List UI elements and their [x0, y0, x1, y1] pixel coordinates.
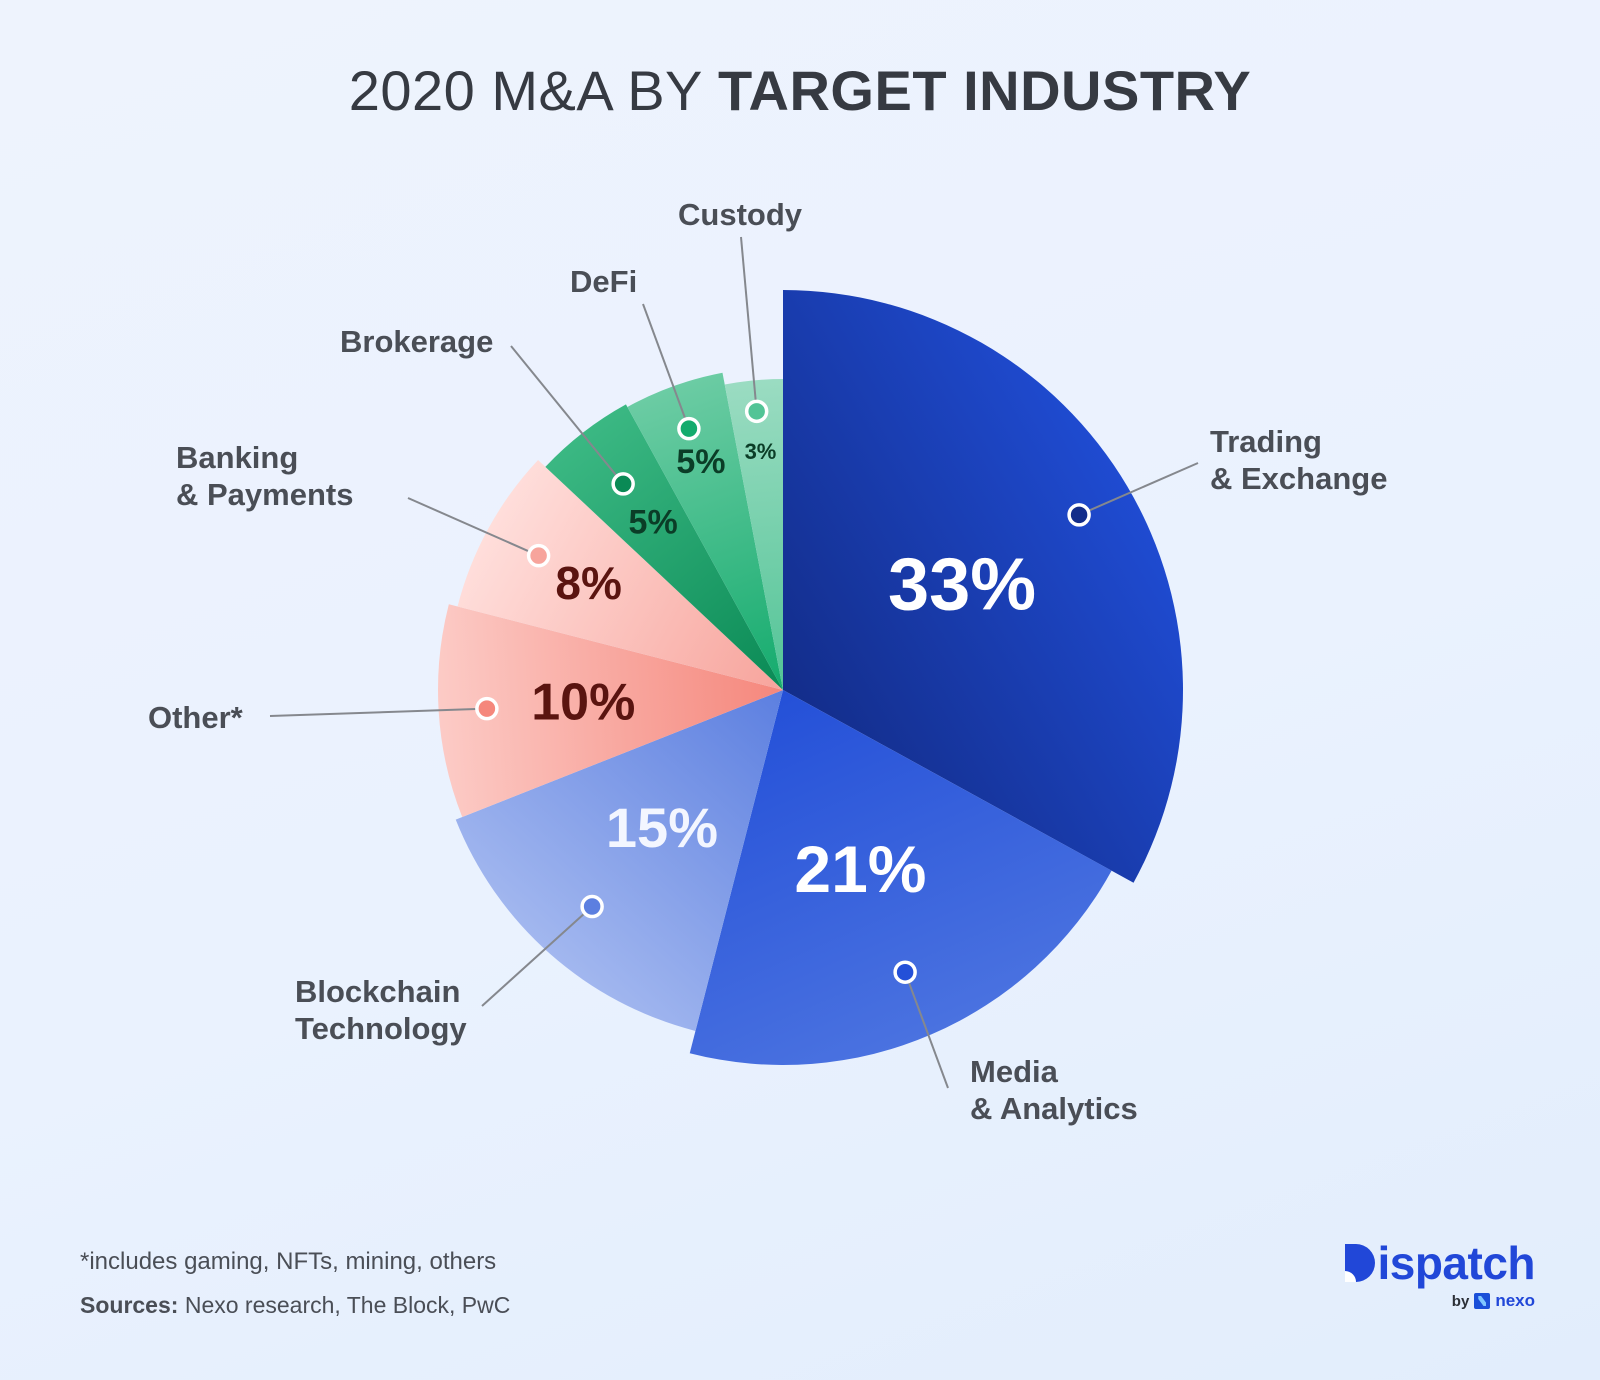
leader-line-other — [269, 707, 487, 717]
nexo-text: nexo — [1495, 1291, 1535, 1310]
leader-line-blockchain-technology — [481, 905, 593, 1007]
by-nexo: by nexo — [1452, 1291, 1535, 1311]
data-label-media-analytics: 21% — [794, 832, 926, 906]
dispatch-wordmark-text: ispatch — [1377, 1237, 1535, 1289]
pie-slice-other — [437, 604, 783, 818]
leader-line-trading-exchange — [1078, 462, 1199, 516]
leader-line-banking-payments — [407, 497, 540, 557]
dispatch-d-icon — [1345, 1244, 1376, 1282]
category-label-defi: DeFi — [570, 264, 637, 299]
marker-dot-banking-payments — [526, 543, 551, 568]
data-label-other: 10% — [531, 674, 635, 732]
marker-dot-custody — [744, 399, 769, 424]
pie-slice-custody — [724, 379, 783, 690]
leader-line-media-analytics — [904, 971, 949, 1089]
marker-dot-brokerage — [611, 472, 635, 496]
pie-slice-trading-exchange — [783, 290, 1184, 883]
nexo-logo-icon — [1474, 1293, 1491, 1309]
sources-note: Sources: Nexo research, The Block, PwC — [80, 1292, 510, 1319]
category-label-media-analytics: Media & Analytics — [970, 1054, 1138, 1126]
marker-dot-defi — [677, 416, 701, 441]
data-label-brokerage: 5% — [629, 504, 678, 542]
pie-slice-blockchain-technology — [455, 690, 783, 1031]
data-label-blockchain-technology: 15% — [606, 796, 718, 859]
leader-line-custody — [740, 236, 758, 412]
marker-dot-blockchain-technology — [580, 894, 604, 919]
sources-label: Sources: — [80, 1292, 179, 1318]
category-label-brokerage: Brokerage — [340, 324, 493, 359]
pie-slice-banking-payments — [457, 459, 783, 690]
pie-slice-media-analytics — [689, 690, 1112, 1065]
marker-dot-media-analytics — [893, 960, 917, 984]
pie-slice-defi — [627, 372, 783, 690]
category-label-blockchain-technology: Blockchain Technology — [295, 974, 467, 1046]
data-label-custody: 3% — [745, 439, 777, 464]
marker-dot-trading-exchange — [1067, 503, 1091, 527]
category-label-banking-payments: Banking & Payments — [176, 440, 353, 512]
leader-line-brokerage — [510, 345, 624, 485]
sources-text: Nexo research, The Block, PwC — [178, 1292, 511, 1318]
pie-slice-brokerage — [545, 404, 783, 690]
data-label-defi: 5% — [676, 443, 725, 481]
chart-title-light: 2020 M&A BY — [348, 59, 718, 122]
footnote: *includes gaming, NFTs, mining, others — [80, 1248, 497, 1275]
category-label-trading-exchange: Trading & Exchange — [1210, 424, 1387, 496]
category-label-custody: Custody — [678, 197, 803, 232]
data-label-trading-exchange: 33% — [888, 543, 1036, 626]
marker-dot-other — [475, 696, 499, 721]
dispatch-wordmark: ispatch — [1345, 1240, 1535, 1286]
chart-title: 2020 M&A BY TARGET INDUSTRY — [0, 58, 1600, 123]
by-text: by — [1451, 1292, 1470, 1310]
chart-title-bold: TARGET INDUSTRY — [717, 59, 1252, 122]
category-label-other: Other* — [148, 700, 244, 735]
leader-line-defi — [642, 303, 690, 429]
data-label-banking-payments: 8% — [555, 557, 621, 609]
dispatch-logo: ispatch by nexo — [1305, 1240, 1535, 1310]
